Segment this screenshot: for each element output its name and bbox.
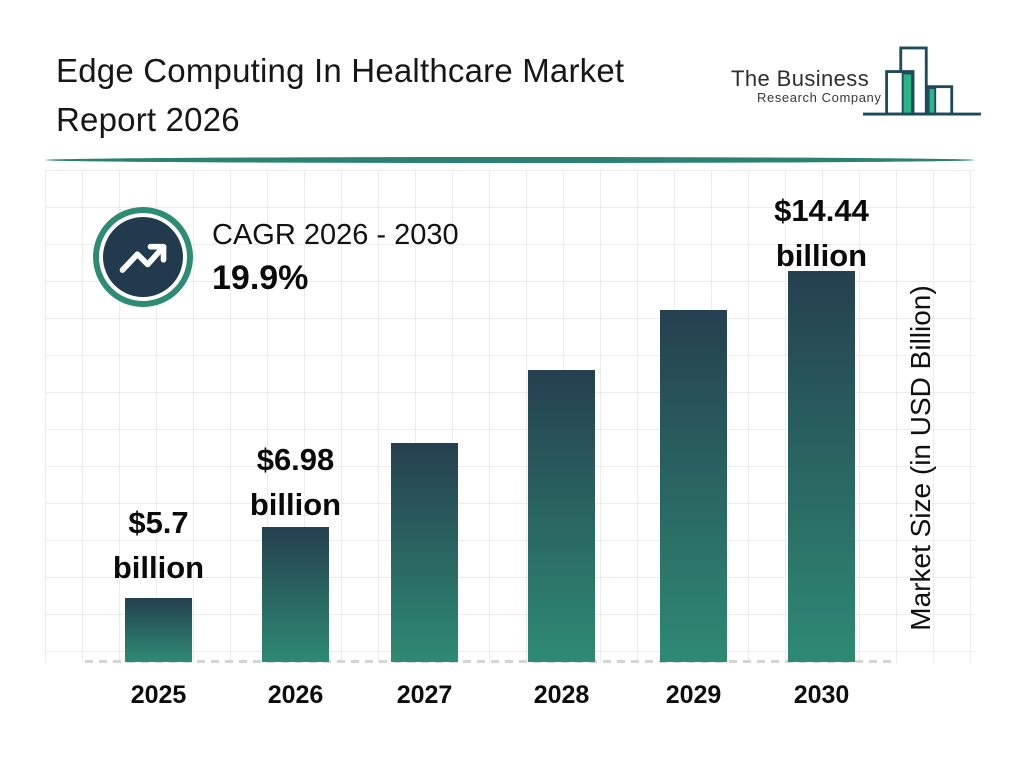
cagr-label: CAGR 2026 - 2030 — [212, 219, 459, 251]
bar-2030 — [788, 271, 855, 662]
bar-2026 — [262, 527, 329, 662]
bar-2029 — [660, 310, 727, 662]
logo-company-subname: Research Company — [757, 90, 882, 105]
trend-up-icon — [119, 243, 167, 273]
logo-company-name: The Business — [731, 66, 870, 91]
x-axis-baseline — [85, 660, 891, 663]
x-tick-2030: 2030 — [793, 681, 850, 709]
page-title-line2: Report 2026 — [56, 101, 240, 138]
x-tick-2025: 2025 — [130, 681, 187, 709]
bar-2028 — [528, 370, 595, 662]
bar-2025 — [125, 598, 192, 662]
page-title: Edge Computing In Healthcare Market Repo… — [56, 46, 624, 144]
x-tick-2028: 2028 — [533, 681, 590, 709]
cagr-value: 19.9% — [212, 259, 309, 297]
cagr-badge — [93, 207, 193, 307]
y-axis-label: Market Size (in USD Billion) — [905, 285, 936, 631]
bar-value-label-2025: $5.7 billion — [112, 505, 205, 585]
page-title-line1: Edge Computing In Healthcare Market — [56, 52, 625, 89]
bar-value-label-2030: $14.44 billion — [774, 193, 869, 273]
bar-2027 — [391, 443, 458, 662]
x-tick-2027: 2027 — [396, 681, 453, 709]
x-tick-2029: 2029 — [665, 681, 722, 709]
bar-value-label-2026: $6.98 billion — [249, 442, 342, 522]
cagr-badge-ring — [99, 213, 187, 301]
bar-chart-logo-icon — [863, 46, 981, 116]
title-divider — [45, 157, 975, 163]
company-logo: The Business Research Company — [725, 38, 985, 126]
x-tick-2026: 2026 — [267, 681, 324, 709]
cagr-badge-circle — [103, 217, 183, 297]
